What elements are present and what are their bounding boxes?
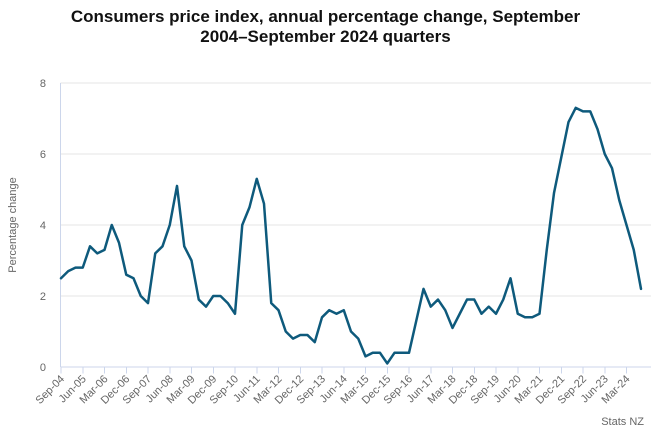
chart-title-line-1: Consumers price index, annual percentage… xyxy=(70,7,581,26)
y-tick-label: 2 xyxy=(40,291,46,303)
source-credit: Stats NZ xyxy=(601,416,644,428)
chart-title-line-2: 2004–September 2024 quarters xyxy=(200,27,451,46)
y-axis-title: Percentage change xyxy=(7,177,19,272)
x-axis-labels: Sep-04Jun-05Mar-06Dec-06Sep-07Jun-08Mar-… xyxy=(34,373,633,407)
y-tick-label: 8 xyxy=(40,78,46,90)
y-axis-labels: 0 2 4 6 8 xyxy=(40,78,46,374)
cpi-line-series xyxy=(59,106,643,365)
x-axis-ticks xyxy=(60,367,627,374)
axes xyxy=(60,83,651,368)
y-tick-label: 6 xyxy=(40,149,46,161)
chart-title: Consumers price index, annual percentage… xyxy=(0,7,651,47)
y-tick-label: 0 xyxy=(40,362,46,374)
y-tick-label: 4 xyxy=(40,220,46,232)
gridlines xyxy=(60,82,651,297)
